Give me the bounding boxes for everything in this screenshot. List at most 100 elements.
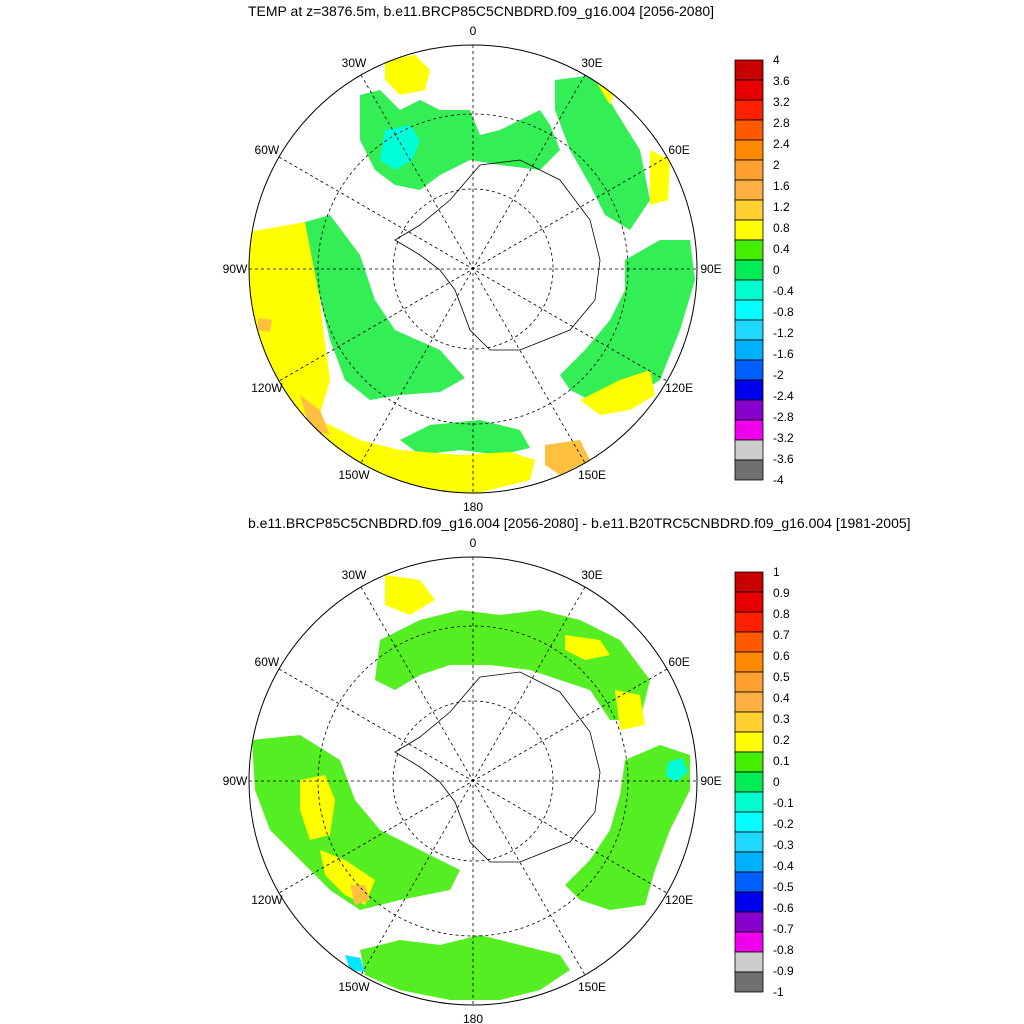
colorbar-label: 0 <box>773 263 780 277</box>
antarctica-coastline <box>394 159 601 351</box>
colorbar-swatch <box>734 691 764 713</box>
longitude-label: 120W <box>251 893 283 907</box>
longitude-label: 0 <box>470 24 477 38</box>
colorbar-swatch <box>734 179 764 201</box>
colorbar-swatch <box>734 159 764 181</box>
panel-2-map-border <box>248 556 698 1006</box>
colorbar-label: -3.6 <box>773 452 794 466</box>
field-region <box>560 240 695 405</box>
field-region <box>385 575 645 730</box>
colorbar-label: 2.4 <box>773 137 790 151</box>
panel-2-map: 0 30E 60E 90E 120E 150E 180 150W 120W 90W 60W 30W <box>223 536 722 1024</box>
longitude-label: 60E <box>668 655 689 669</box>
field-region <box>258 318 590 475</box>
colorbar-swatch <box>734 299 764 321</box>
colorbar-swatch <box>734 379 764 401</box>
colorbar-swatch <box>734 399 764 421</box>
panel-1-longitude-labels: 0 30E 60E 90E 120E 150E 180 150W 120W 90W 60W 30W <box>223 24 722 514</box>
colorbar-swatch <box>734 99 764 121</box>
longitude-label: 150W <box>338 980 370 994</box>
colorbar-swatch <box>734 911 764 933</box>
longitude-label: 90W <box>223 262 248 276</box>
colorbar-swatch <box>734 219 764 241</box>
colorbar-label: -0.8 <box>773 305 794 319</box>
colorbar-label: 0.8 <box>773 607 790 621</box>
colorbar-swatch <box>734 359 764 381</box>
longitude-label: 60W <box>255 143 280 157</box>
field-region <box>590 60 670 205</box>
panel-2-title: b.e11.BRCP85C5CNBDRD.f09_g16.004 [2056-2… <box>248 515 911 531</box>
colorbar-label: 0.9 <box>773 586 790 600</box>
colorbar-label: -0.2 <box>773 817 794 831</box>
longitude-label: 180 <box>463 500 483 514</box>
colorbar-swatch <box>734 671 764 693</box>
colorbar-label: 0.7 <box>773 628 790 642</box>
colorbar-label: 0.2 <box>773 733 790 747</box>
colorbar-swatch <box>734 119 764 141</box>
colorbar-label: -1 <box>773 985 784 999</box>
colorbar-label: 0.4 <box>773 691 790 705</box>
colorbar-swatch <box>734 851 764 873</box>
longitude-label: 30E <box>581 568 602 582</box>
colorbar-label: -3.2 <box>773 431 794 445</box>
colorbar-swatch <box>734 199 764 221</box>
longitude-label: 30W <box>342 568 367 582</box>
colorbar-label: 1.6 <box>773 179 790 193</box>
colorbar-swatch <box>734 79 764 101</box>
colorbar-swatch <box>734 831 764 853</box>
field-region <box>300 775 375 905</box>
colorbar-label: -2.4 <box>773 389 794 403</box>
panel-1-title: TEMP at z=3876.5m, b.e11.BRCP85C5CNBDRD.… <box>248 3 715 19</box>
colorbar-swatch <box>734 951 764 973</box>
colorbar-swatch <box>734 771 764 793</box>
longitude-label: 150E <box>578 980 606 994</box>
longitude-label: 150E <box>578 468 606 482</box>
field-region <box>400 420 530 455</box>
colorbar-label: -1.6 <box>773 347 794 361</box>
colorbar-label: -0.5 <box>773 880 794 894</box>
colorbar-label: -0.4 <box>773 859 794 873</box>
colorbar-swatch <box>734 239 764 261</box>
colorbar-swatch <box>734 419 764 441</box>
colorbar-swatch <box>734 731 764 753</box>
colorbar-swatch <box>734 339 764 361</box>
colorbar-swatch <box>734 871 764 893</box>
field-region <box>350 885 370 905</box>
colorbar-label: -0.1 <box>773 796 794 810</box>
longitude-label: 0 <box>470 536 477 550</box>
panel-2-longitude-labels: 0 30E 60E 90E 120E 150E 180 150W 120W 90W 60W 30W <box>223 536 722 1024</box>
colorbar-label: 4 <box>773 53 780 67</box>
field-region <box>555 75 650 230</box>
field-region <box>360 935 570 1000</box>
panel-1-map: 0 30E 60E 90E 120E 150E 180 150W 120W 90W 60W 30W <box>223 24 722 514</box>
colorbar-label: -0.8 <box>773 943 794 957</box>
longitude-label: 60E <box>668 143 689 157</box>
colorbar-swatch <box>734 279 764 301</box>
colorbar-swatch <box>734 791 764 813</box>
colorbar-swatch <box>734 891 764 913</box>
field-region <box>252 735 460 910</box>
colorbar-swatch <box>734 139 764 161</box>
colorbar-label: 0.8 <box>773 221 790 235</box>
colorbar-swatch <box>734 611 764 633</box>
longitude-label: 150W <box>338 468 370 482</box>
colorbar-swatch <box>734 751 764 773</box>
colorbar-label: 1 <box>773 565 780 579</box>
longitude-label: 90E <box>700 774 721 788</box>
colorbar-swatch <box>734 591 764 613</box>
colorbar-label: -0.3 <box>773 838 794 852</box>
colorbar-swatch <box>734 259 764 281</box>
field-region <box>360 90 560 190</box>
panel-1-colorbar: 4 3.6 3.2 2.8 2.4 2 1.6 1.2 0.8 0.4 0 -0.4 -0.8 -1.2 -… <box>734 53 794 487</box>
panel-2-colorbar: 1 0.9 0.8 0.7 0.6 0.5 0.4 0.3 0.2 0.1 0 -0.1 -0.2 -0.… <box>734 565 794 999</box>
colorbar-swatch <box>734 439 764 461</box>
colorbar-label: 0.3 <box>773 712 790 726</box>
colorbar-label: 1.2 <box>773 200 790 214</box>
panel-1-graticule <box>249 45 697 493</box>
colorbar-swatch <box>734 971 764 993</box>
longitude-label: 30E <box>581 56 602 70</box>
colorbar-label: 3.2 <box>773 95 790 109</box>
field-region <box>580 370 655 415</box>
field-region <box>305 215 465 400</box>
